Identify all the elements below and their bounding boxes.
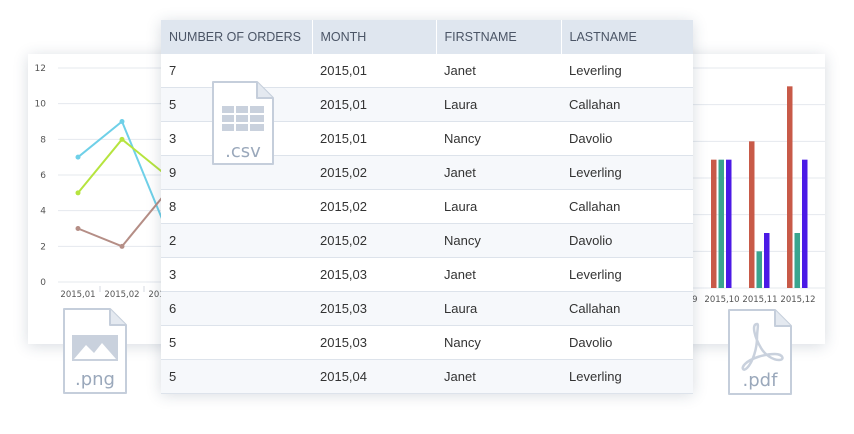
- table-row[interactable]: 6 2015,03 Laura Callahan: [161, 291, 693, 326]
- table-row[interactable]: 5 2015,01 Laura Callahan: [161, 87, 693, 122]
- y-tick-label: 6: [40, 171, 46, 181]
- column-header-firstname[interactable]: FIRSTNAME: [436, 20, 562, 54]
- y-tick-label: 12: [35, 64, 46, 74]
- month-cell: 2015,02: [312, 189, 436, 224]
- firstname-cell: Laura: [436, 87, 561, 122]
- orders-cell: 5: [161, 325, 312, 360]
- orders-table: NUMBER OF ORDERS MONTH FIRSTNAME LASTNAM…: [161, 20, 693, 394]
- series-line-2: [77, 192, 167, 248]
- pdf-export-button[interactable]: .pdf: [727, 308, 793, 401]
- month-cell: 2015,03: [312, 291, 436, 326]
- csv-label: .csv: [225, 141, 261, 162]
- data-point: [75, 190, 81, 196]
- firstname-cell: Laura: [436, 189, 561, 224]
- y-tick-label: 2: [40, 242, 46, 252]
- table-row[interactable]: 2 2015,02 Nancy Davolio: [161, 223, 693, 258]
- lastname-cell: Leverling: [561, 257, 693, 292]
- lastname-cell: Leverling: [561, 359, 693, 394]
- y-tick-label: 8: [40, 135, 46, 145]
- orders-cell: 3: [161, 257, 312, 292]
- month-cell: 2015,02: [312, 155, 436, 190]
- data-point: [119, 136, 125, 142]
- y-tick-label: 4: [40, 207, 46, 217]
- data-point: [119, 243, 125, 249]
- column-header-orders[interactable]: NUMBER OF ORDERS: [161, 20, 313, 54]
- bar: [794, 233, 800, 288]
- month-cell: 2015,01: [312, 87, 436, 122]
- x-tick-label: 2015,10: [704, 295, 739, 305]
- month-cell: 2015,01: [312, 54, 436, 88]
- pdf-label: .pdf: [743, 370, 779, 391]
- firstname-cell: Nancy: [436, 325, 561, 360]
- lastname-cell: Callahan: [561, 189, 693, 224]
- lastname-cell: Davolio: [561, 325, 693, 360]
- orders-table-card: NUMBER OF ORDERS MONTH FIRSTNAME LASTNAM…: [161, 20, 693, 394]
- lastname-cell: Callahan: [561, 87, 693, 122]
- png-export-button[interactable]: .png: [62, 307, 128, 400]
- firstname-cell: Janet: [436, 155, 561, 190]
- column-header-month[interactable]: MONTH: [312, 20, 437, 54]
- bar: [726, 159, 732, 288]
- table-row[interactable]: 5 2015,03 Nancy Davolio: [161, 325, 693, 360]
- firstname-cell: Janet: [436, 54, 561, 88]
- orders-cell: 6: [161, 291, 312, 326]
- firstname-cell: Janet: [436, 257, 561, 292]
- table-row[interactable]: 3 2015,01 Nancy Davolio: [161, 121, 693, 156]
- orders-cell: 2: [161, 223, 312, 258]
- bar: [756, 251, 762, 288]
- firstname-cell: Janet: [436, 359, 561, 394]
- y-tick-label: 10: [35, 100, 47, 110]
- lastname-cell: Davolio: [561, 223, 693, 258]
- csv-file-icon: .csv: [212, 81, 274, 165]
- month-cell: 2015,03: [312, 257, 436, 292]
- data-point: [119, 119, 125, 124]
- bar: [802, 159, 808, 288]
- lastname-cell: Callahan: [561, 291, 693, 326]
- column-header-lastname[interactable]: LASTNAME: [561, 20, 693, 54]
- bar: [787, 86, 793, 288]
- table-row[interactable]: 5 2015,04 Janet Leverling: [161, 359, 693, 394]
- bar: [711, 159, 717, 288]
- month-cell: 2015,03: [312, 325, 436, 360]
- x-tick-label: 2015,01: [60, 290, 95, 300]
- pdf-file-icon: .pdf: [728, 309, 792, 395]
- table-row[interactable]: 8 2015,02 Laura Callahan: [161, 189, 693, 224]
- png-label: .png: [75, 369, 115, 390]
- data-point: [75, 154, 81, 160]
- month-cell: 2015,02: [312, 223, 436, 258]
- table-body: 7 2015,01 Janet Leverling 5 2015,01 Laura Calla…: [161, 54, 693, 394]
- png-file-icon: .png: [63, 308, 127, 394]
- bar: [764, 233, 770, 288]
- orders-cell: 5: [161, 359, 312, 394]
- orders-cell: 8: [161, 189, 312, 224]
- lastname-cell: Leverling: [561, 155, 693, 190]
- bar: [749, 141, 755, 288]
- table-row[interactable]: 9 2015,02 Janet Leverling: [161, 155, 693, 190]
- table-row[interactable]: 7 2015,01 Janet Leverling: [161, 54, 693, 88]
- month-cell: 2015,01: [312, 121, 436, 156]
- x-tick-label: 2015,11: [742, 295, 777, 305]
- month-cell: 2015,04: [312, 359, 436, 394]
- csv-export-button[interactable]: .csv: [211, 80, 275, 171]
- table-row[interactable]: 3 2015,03 Janet Leverling: [161, 257, 693, 292]
- firstname-cell: Laura: [436, 291, 561, 326]
- lastname-cell: Leverling: [561, 54, 693, 88]
- table-header-row: NUMBER OF ORDERS MONTH FIRSTNAME LASTNAM…: [161, 20, 693, 54]
- x-tick-label: 2015,02: [104, 290, 139, 300]
- firstname-cell: Nancy: [436, 223, 561, 258]
- firstname-cell: Nancy: [436, 121, 561, 156]
- lastname-cell: Davolio: [561, 121, 693, 156]
- x-tick-label: 2015,12: [780, 295, 815, 305]
- data-point: [75, 226, 81, 231]
- y-tick-label: 0: [40, 278, 46, 288]
- bar: [718, 159, 724, 288]
